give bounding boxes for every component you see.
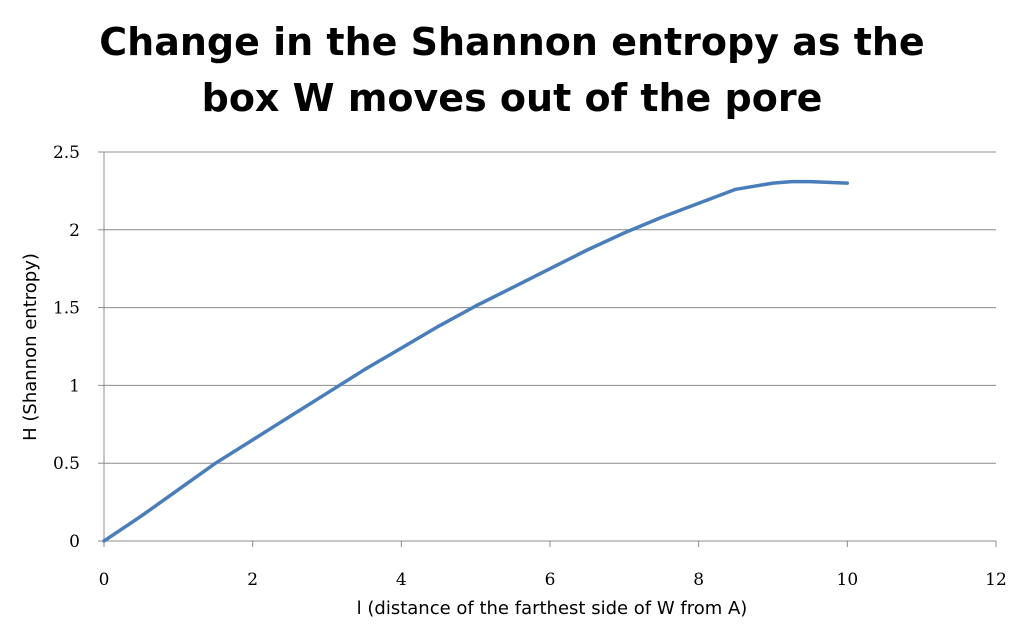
x-axis-title: l (distance of the farthest side of W fr…	[357, 598, 748, 619]
x-tick-label-1: 2	[247, 570, 258, 590]
series-layer	[102, 179, 850, 543]
y-axis-title: H (Shannon entropy)	[20, 253, 41, 441]
y-tick-label-3: 1.5	[53, 299, 80, 319]
y-tick-label-4: 2	[69, 221, 80, 241]
axes	[98, 151, 997, 547]
x-tick-label-4: 8	[693, 570, 704, 590]
series-line-0	[102, 179, 850, 543]
y-tick-label-1: 0.5	[53, 454, 80, 474]
chart-title: Change in the Shannon entropy as the box…	[0, 14, 1024, 126]
chart-title-line-1: Change in the Shannon entropy as the	[99, 20, 925, 64]
y-tick-label-5: 2.5	[53, 143, 80, 163]
gridlines	[104, 151, 996, 464]
chart-title-line-2: box W moves out of the pore	[201, 76, 823, 120]
y-tick-label-2: 1	[69, 376, 80, 396]
x-tick-label-2: 4	[396, 570, 407, 590]
x-tick-label-6: 12	[985, 570, 1007, 590]
y-tick-label-0: 0	[69, 532, 80, 552]
x-tick-label-0: 0	[99, 570, 110, 590]
tick-labels: 0 0.5 1 1.5 2 2.5 0 2 4 6 8 10 12	[53, 143, 1007, 590]
x-tick-label-5: 10	[837, 570, 859, 590]
x-tick-label-3: 6	[545, 570, 556, 590]
